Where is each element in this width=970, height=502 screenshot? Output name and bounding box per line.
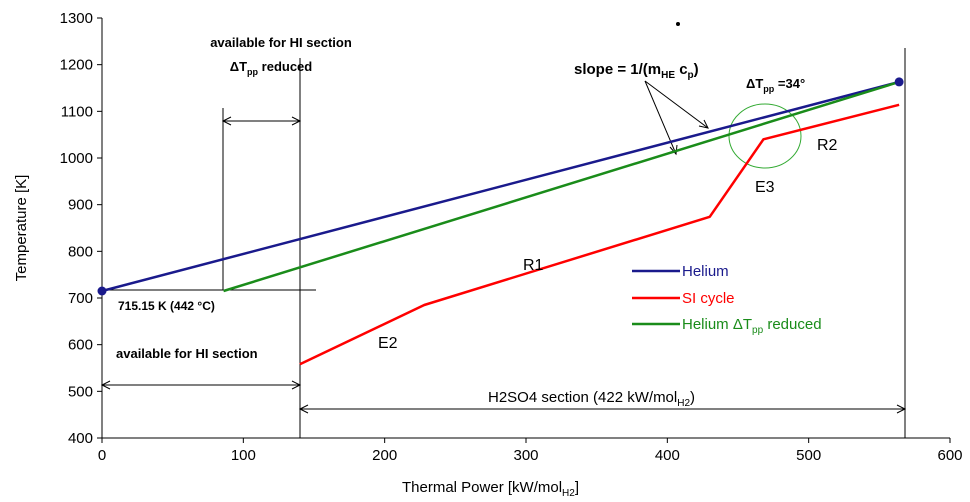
legend-label-helium-reduced: Helium ΔTpp reduced <box>682 316 822 336</box>
region-e2-label: E2 <box>378 335 398 352</box>
series-line-helium <box>101 80 900 293</box>
y-tick-label: 1300 <box>60 10 93 27</box>
region-e3-label: E3 <box>755 179 775 196</box>
x-tick-label: 300 <box>513 447 538 464</box>
x-ticks: 0 100 200 300 400 500 600 <box>98 438 963 464</box>
y-tick-label: 600 <box>68 337 93 354</box>
slope-label: slope = 1/(mHE cp) <box>574 61 699 81</box>
series-line-helium-reduced <box>223 80 900 293</box>
region-r2-label: R2 <box>817 137 838 154</box>
hi-top-arrow <box>221 116 302 126</box>
series-layer <box>101 80 900 366</box>
y-tick-label: 800 <box>68 243 93 260</box>
h2so4-section-label: H2SO4 section (422 kW/molH2) <box>488 389 695 409</box>
hi-bottom-label: available for HI section <box>116 346 258 361</box>
pinch-circle <box>728 103 802 169</box>
hi-top-label: available for HI section <box>210 35 352 50</box>
region-r1-label: R1 <box>523 257 544 274</box>
y-tick-label: 700 <box>68 290 93 307</box>
x-tick-label: 0 <box>98 447 106 464</box>
legend: Helium SI cycle Helium ΔTpp reduced <box>632 263 822 336</box>
hi-bottom-arrow <box>100 380 302 390</box>
stray-dot <box>676 22 680 26</box>
x-tick-label: 500 <box>796 447 821 464</box>
y-tick-label: 1100 <box>61 103 93 120</box>
y-axis-title: Temperature [K] <box>13 175 30 282</box>
series-line-si-cycle <box>299 103 900 366</box>
x-tick-label: 100 <box>231 447 256 464</box>
y-tick-label: 1200 <box>60 57 93 74</box>
y-tick-label: 400 <box>68 430 93 447</box>
y-ticks: 400 500 600 700 800 900 1000 1100 1200 1300 <box>60 10 102 447</box>
dt-34-label: ΔTpp =34° <box>746 76 805 94</box>
temp-reference-label: 715.15 K (442 °C) <box>118 299 215 313</box>
legend-label-si-cycle: SI cycle <box>682 290 735 307</box>
x-tick-label: 400 <box>655 447 680 464</box>
legend-label-helium: Helium <box>682 263 729 280</box>
y-tick-label: 500 <box>68 383 93 400</box>
h2so4-arrow <box>298 404 907 414</box>
x-axis-title: Thermal Power [kW/molH2] <box>402 479 579 499</box>
y-tick-label: 1000 <box>60 150 93 167</box>
hi-top-dt-label: ΔTpp reduced <box>230 59 313 77</box>
x-tick-label: 600 <box>937 447 962 464</box>
x-tick-label: 200 <box>372 447 397 464</box>
marker-layer <box>97 77 904 296</box>
y-tick-label: 900 <box>68 197 93 214</box>
data-point-marker <box>894 77 904 87</box>
data-point-marker <box>97 286 107 296</box>
